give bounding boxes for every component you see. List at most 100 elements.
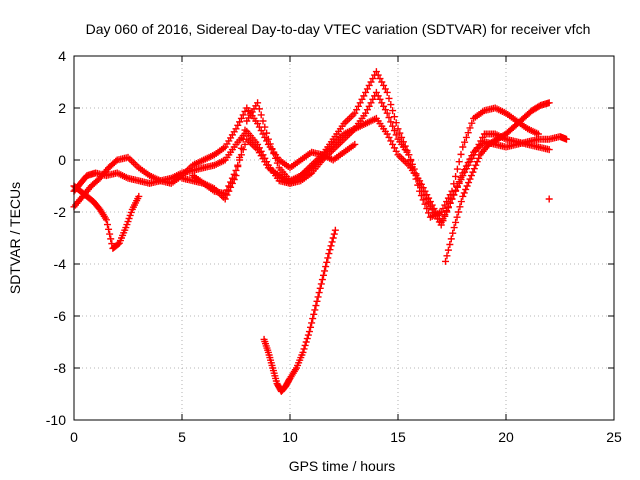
data-point bbox=[330, 230, 338, 238]
data-point bbox=[459, 143, 467, 151]
data-point bbox=[322, 263, 330, 271]
data-point bbox=[421, 200, 429, 208]
data-point bbox=[102, 216, 110, 224]
data-point bbox=[232, 172, 240, 180]
data-point bbox=[125, 215, 133, 222]
data-point bbox=[459, 192, 467, 200]
data-point bbox=[412, 175, 420, 183]
data-point bbox=[425, 199, 433, 207]
data-point bbox=[410, 169, 418, 177]
data-point bbox=[441, 212, 449, 220]
data-point bbox=[408, 163, 416, 171]
data-point bbox=[225, 187, 233, 195]
data-point bbox=[325, 250, 333, 258]
data-point bbox=[309, 315, 317, 323]
data-point bbox=[466, 175, 474, 183]
data-point bbox=[464, 129, 472, 137]
data-point bbox=[465, 179, 473, 187]
data-point bbox=[462, 185, 470, 193]
data-point bbox=[308, 319, 316, 327]
data-point bbox=[450, 224, 458, 232]
data-point bbox=[475, 154, 483, 162]
series-track-c bbox=[189, 68, 542, 221]
data-point bbox=[387, 118, 395, 126]
data-point bbox=[312, 302, 320, 310]
data-point bbox=[457, 150, 465, 158]
data-point bbox=[449, 229, 457, 237]
data-point bbox=[223, 191, 231, 199]
data-point bbox=[389, 107, 397, 115]
data-point bbox=[416, 187, 424, 195]
data-point bbox=[313, 297, 321, 305]
data-point bbox=[304, 331, 312, 339]
data-point bbox=[326, 246, 334, 254]
data-point bbox=[107, 235, 115, 243]
x-axis-label: GPS time / hours bbox=[289, 458, 396, 474]
data-point bbox=[405, 151, 413, 159]
data-point bbox=[454, 208, 462, 216]
data-point bbox=[446, 241, 454, 248]
data-point bbox=[230, 176, 238, 183]
data-point bbox=[442, 257, 450, 265]
x-tick-label: 25 bbox=[606, 429, 622, 445]
data-point bbox=[234, 163, 242, 170]
data-point bbox=[444, 246, 452, 254]
data-point bbox=[399, 138, 407, 146]
data-point bbox=[106, 230, 114, 238]
data-point bbox=[545, 146, 553, 154]
data-point bbox=[467, 172, 475, 180]
data-point bbox=[241, 126, 249, 134]
data-point bbox=[398, 133, 406, 141]
data-point bbox=[407, 157, 415, 165]
data-point bbox=[460, 189, 468, 197]
data-point bbox=[310, 310, 318, 318]
data-point bbox=[351, 140, 359, 148]
data-point bbox=[417, 183, 425, 191]
chart-title: Day 060 of 2016, Sidereal Day-to-day VTE… bbox=[86, 21, 591, 37]
y-tick-label: -8 bbox=[54, 360, 67, 376]
data-point bbox=[239, 135, 247, 143]
x-tick-label: 0 bbox=[70, 429, 78, 445]
data-point bbox=[453, 213, 461, 221]
data-point bbox=[329, 234, 337, 242]
data-point bbox=[417, 192, 425, 200]
data-point bbox=[452, 172, 460, 180]
data-point bbox=[241, 140, 249, 148]
data-point bbox=[318, 276, 326, 284]
data-point bbox=[123, 221, 131, 229]
data-point bbox=[315, 289, 323, 297]
data-point bbox=[425, 209, 433, 217]
series-track-d bbox=[70, 104, 359, 211]
data-point bbox=[299, 348, 307, 356]
data-point bbox=[472, 161, 480, 169]
data-point bbox=[423, 205, 431, 213]
data-point bbox=[396, 129, 404, 137]
data-point bbox=[228, 179, 236, 187]
data-point bbox=[301, 341, 309, 349]
data-point bbox=[389, 122, 397, 130]
data-point bbox=[126, 211, 134, 219]
data-point bbox=[135, 192, 143, 200]
y-tick-labels: -10 -8 -6 -4 -2 0 2 4 bbox=[46, 48, 66, 428]
data-point bbox=[545, 195, 553, 203]
y-tick-label: -6 bbox=[54, 308, 67, 324]
y-tick-label: -2 bbox=[54, 204, 67, 220]
data-point bbox=[237, 144, 245, 152]
data-point bbox=[453, 165, 461, 173]
data-point bbox=[103, 221, 111, 229]
data-point bbox=[387, 101, 395, 109]
data-point bbox=[383, 88, 391, 96]
data-point bbox=[437, 221, 445, 229]
x-tick-labels: 0 5 10 15 20 25 bbox=[70, 429, 622, 445]
data-point bbox=[473, 158, 481, 166]
data-point bbox=[259, 117, 267, 125]
data-point bbox=[105, 225, 113, 233]
data-point bbox=[444, 204, 452, 212]
data-point bbox=[443, 252, 451, 260]
data-point bbox=[455, 158, 463, 166]
data-point bbox=[257, 111, 265, 119]
data-point bbox=[534, 130, 542, 138]
data-point bbox=[390, 127, 398, 135]
data-point bbox=[392, 119, 400, 127]
data-point bbox=[394, 125, 402, 133]
